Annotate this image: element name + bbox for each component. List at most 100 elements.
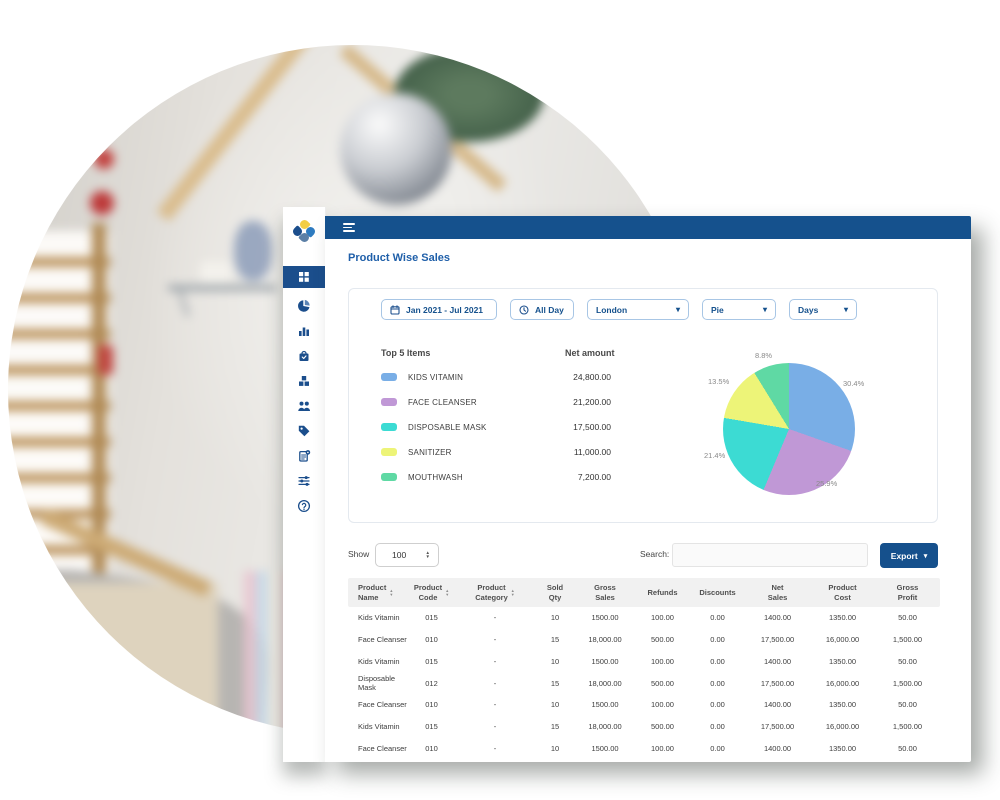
wall-shelf — [168, 285, 276, 291]
search-label: Search: — [640, 549, 670, 559]
chevron-down-icon: ▾ — [843, 304, 848, 314]
pie-percent-label: 21.4% — [704, 451, 726, 460]
orders-bag-icon — [299, 350, 309, 361]
header-product-name[interactable]: Product Name ▲ ▼ — [358, 583, 394, 602]
sidebar-item-orders[interactable] — [283, 349, 325, 363]
legend-item: DISPOSABLE MASK 17,500.00 — [381, 419, 611, 435]
sort-icon: ▲ ▼ — [445, 588, 450, 597]
header-gross-sales: Gross Sales — [594, 583, 616, 602]
time-filter-button[interactable]: All Day — [510, 299, 574, 320]
search-input[interactable] — [672, 543, 868, 567]
legend-item: SANITIZER 11,000.00 — [381, 444, 611, 460]
legend-swatch — [381, 448, 397, 456]
legend-item: MOUTHWASH 7,200.00 — [381, 469, 611, 485]
chevron-down-icon: ▾ — [762, 304, 767, 314]
granularity-value: Days — [798, 304, 819, 315]
filter-bar: Jan 2021 - Jul 2021 All Day London ▾ Pie… — [381, 299, 857, 320]
sort-icon: ▲ ▼ — [510, 588, 515, 597]
chart-type-dropdown[interactable]: Pie ▾ — [702, 299, 776, 320]
chevron-down-icon: ▾ — [923, 552, 928, 560]
legend-swatch — [381, 473, 397, 481]
sidebar-item-support[interactable] — [283, 499, 325, 513]
pie-percent-label: 13.5% — [708, 377, 730, 386]
stepper-arrows-icon: ▲ ▼ — [425, 550, 430, 559]
time-filter-label: All Day — [535, 304, 564, 315]
sidebar-item-bar-analytics[interactable] — [283, 324, 325, 338]
sidebar-item-customers[interactable] — [283, 399, 325, 413]
app-logo — [283, 207, 325, 257]
header-discounts: Discounts — [699, 587, 736, 597]
table-row: Kids Vitamin 015 - 10 1500.00 100.00 0.0… — [358, 656, 917, 666]
table-row: Face Cleanser 010 - 10 1500.00 100.00 0.… — [358, 700, 917, 710]
date-range-label: Jan 2021 - Jul 2021 — [406, 304, 484, 315]
support-help-icon — [297, 499, 311, 513]
top-items-header: Top 5 Items — [381, 348, 431, 358]
legend-swatch — [381, 373, 397, 381]
page-title: Product Wise Sales — [348, 252, 450, 264]
page-size-select[interactable]: 100 ▲ ▼ — [375, 543, 439, 567]
export-button[interactable]: Export ▾ — [880, 543, 938, 568]
header-sold-qty: Sold Qty — [546, 583, 564, 602]
pie-percent-label: 8.8% — [755, 351, 773, 360]
sidebar-item-settings[interactable] — [283, 474, 325, 488]
hamburger-menu-icon[interactable] — [343, 223, 355, 232]
location-dropdown[interactable]: London ▾ — [587, 299, 689, 320]
granularity-dropdown[interactable]: Days ▾ — [789, 299, 857, 320]
calendar-icon — [390, 304, 400, 315]
table-row: Face Cleanser 010 - 10 1500.00 100.00 0.… — [358, 743, 917, 753]
net-amount-header: Net amount — [565, 348, 615, 358]
table-row: Kids Vitamin 015 - 10 1500.00 100.00 0.0… — [358, 613, 917, 623]
table-header-row: Product Name ▲ ▼ Product Code ▲ ▼ Product … — [348, 578, 940, 607]
bar-analytics-icon — [299, 327, 309, 336]
date-range-picker[interactable]: Jan 2021 - Jul 2021 — [381, 299, 497, 320]
table-row: Kids Vitamin 015 - 15 18,000.00 500.00 0… — [358, 722, 923, 732]
sidebar-item-reports[interactable] — [283, 449, 325, 463]
product-sales-table: Product Name ▲ ▼ Product Code ▲ ▼ Product … — [348, 578, 940, 760]
shelf-box — [198, 259, 234, 285]
reports-doc-icon — [299, 450, 311, 462]
cabinet — [48, 583, 218, 735]
sort-icon: ▲ ▼ — [389, 588, 394, 597]
settings-sliders-icon — [298, 476, 310, 486]
red-wall-sign — [94, 149, 114, 169]
dashboard-icon — [299, 272, 309, 282]
header-product-cost: Product Cost — [828, 583, 857, 602]
pie-chart — [723, 363, 855, 495]
table-row: Disposable Mask 012 - 15 18,000.00 500.0… — [358, 673, 923, 693]
legend-item: KIDS VITAMIN 24,800.00 — [381, 369, 611, 385]
header-gross-profit: Gross Profit — [896, 583, 919, 602]
red-wall-sign — [98, 345, 113, 375]
chart-type-value: Pie — [711, 304, 724, 315]
page-size-value: 100 — [392, 550, 407, 560]
customers-icon — [298, 401, 310, 411]
pie-analytics-icon — [298, 299, 310, 312]
clock-icon — [519, 304, 529, 315]
legend-item: FACE CLEANSER 21,200.00 — [381, 394, 611, 410]
blue-vase — [234, 221, 272, 281]
main-panel: Product Wise Sales Jan 2021 - Jul 2021 A… — [325, 216, 971, 762]
top-navbar — [325, 216, 971, 239]
sidebar-item-dashboard[interactable] — [283, 266, 325, 288]
header-product-code[interactable]: Product Code ▲ ▼ — [413, 583, 450, 602]
pie-percent-label: 25.9% — [816, 479, 838, 488]
sidebar-item-pie-analytics[interactable] — [283, 299, 325, 313]
inventory-boxes-icon — [299, 376, 309, 386]
show-label: Show — [348, 549, 370, 559]
sales-chart-card: Jan 2021 - Jul 2021 All Day London ▾ Pie… — [348, 288, 938, 523]
header-product-category[interactable]: Product Category ▲ ▼ — [475, 583, 515, 602]
sidebar — [283, 207, 326, 762]
chart-legend: KIDS VITAMIN 24,800.00 FACE CLEANSER 21,… — [381, 369, 611, 485]
red-wall-sign — [90, 191, 114, 215]
table-row: Face Cleanser 010 - 15 18,000.00 500.00 … — [358, 635, 923, 644]
dashboard-window: Product Wise Sales Jan 2021 - Jul 2021 A… — [283, 207, 971, 762]
flower-logo-icon — [291, 218, 317, 244]
sidebar-item-inventory[interactable] — [283, 374, 325, 388]
sidebar-item-discounts[interactable] — [283, 424, 325, 438]
header-net-sales: Net Sales — [767, 583, 788, 602]
chevron-down-icon: ▾ — [675, 304, 680, 314]
pie-percent-label: 30.4% — [843, 379, 865, 388]
silver-ball — [340, 93, 452, 205]
header-refunds: Refunds — [647, 587, 678, 597]
discount-tag-icon — [298, 425, 310, 437]
legend-swatch — [381, 423, 397, 431]
